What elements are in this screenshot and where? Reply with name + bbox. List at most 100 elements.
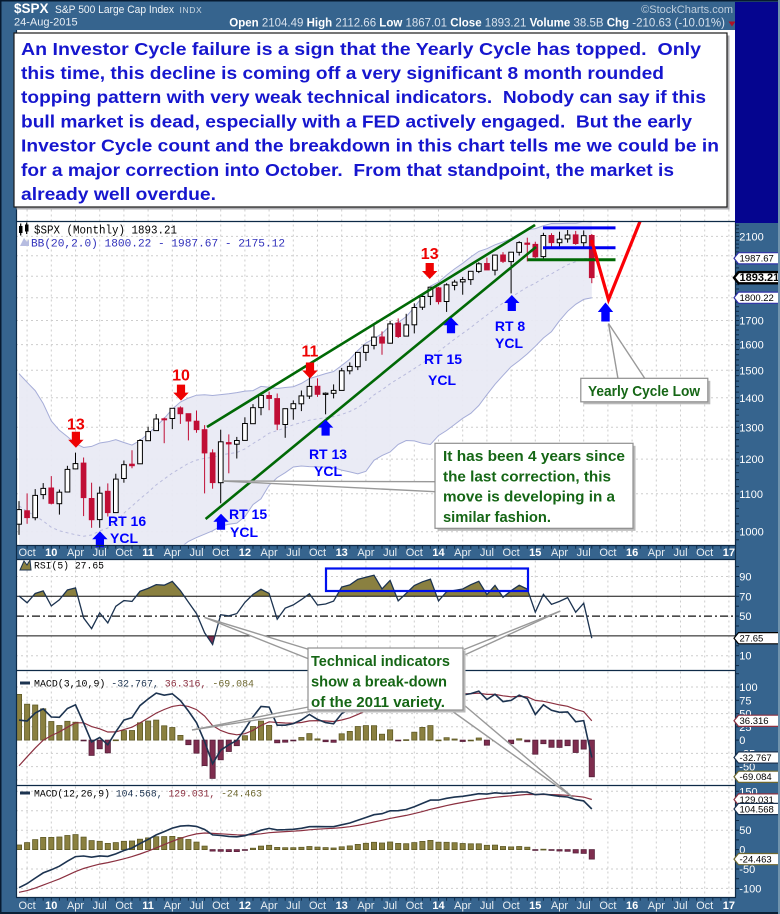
svg-text:0: 0 <box>739 735 745 747</box>
svg-text:11: 11 <box>142 547 154 559</box>
svg-text:13: 13 <box>67 417 85 434</box>
svg-text:17: 17 <box>723 547 735 559</box>
svg-text:Investor Cycle count and the b: Investor Cycle count and the breakdown i… <box>21 136 719 156</box>
svg-text:Oct: Oct <box>309 547 326 559</box>
svg-text:bull market is dead, especiall: bull market is dead, especially with a F… <box>21 111 692 131</box>
svg-text:0: 0 <box>739 845 745 857</box>
svg-text:1000: 1000 <box>739 527 763 539</box>
svg-text:S&P 500 Large Cap Index: S&P 500 Large Cap Index <box>55 4 174 16</box>
svg-text:Apr: Apr <box>454 900 471 912</box>
svg-text:16: 16 <box>626 900 638 912</box>
svg-text:100: 100 <box>739 682 757 694</box>
svg-text:show a break-down: show a break-down <box>311 674 447 691</box>
svg-text:MACD(3,10,9) -32.767, 36.316,: MACD(3,10,9) -32.767, 36.316, -69.084 <box>34 679 254 691</box>
svg-text:An Investor Cycle failure is a: An Investor Cycle failure is a sign that… <box>21 39 701 59</box>
svg-text:Yearly Cycle Low: Yearly Cycle Low <box>588 383 700 400</box>
svg-text:13: 13 <box>336 547 348 559</box>
svg-text:Oct: Oct <box>19 900 36 912</box>
svg-text:1200: 1200 <box>739 454 763 466</box>
svg-text:Jul: Jul <box>93 547 107 559</box>
svg-text:for a major correction into Oc: for a major correction into October. Fro… <box>21 160 674 180</box>
svg-text:Jul: Jul <box>383 900 397 912</box>
svg-text:Oct: Oct <box>406 547 423 559</box>
svg-text:Oct: Oct <box>115 900 132 912</box>
svg-text:-50: -50 <box>739 762 755 774</box>
svg-text:Technical indicators: Technical indicators <box>311 653 450 670</box>
svg-text:Apr: Apr <box>648 900 665 912</box>
svg-text:1800.22: 1800.22 <box>740 293 774 304</box>
svg-text:already well overdue.: already well overdue. <box>21 184 216 204</box>
svg-text:BB(20,2.0) 1800.22 - 1987.67 -: BB(20,2.0) 1800.22 - 1987.67 - 2175.12 <box>31 239 285 251</box>
svg-text:Oct: Oct <box>696 547 713 559</box>
svg-text:Jul: Jul <box>577 900 591 912</box>
svg-text:1700: 1700 <box>739 316 763 328</box>
svg-text:13: 13 <box>421 246 439 263</box>
svg-text:Jul: Jul <box>673 547 687 559</box>
svg-text:Oct: Oct <box>406 900 423 912</box>
svg-text:-32.767: -32.767 <box>740 753 772 764</box>
svg-text:1893.21: 1893.21 <box>740 272 780 284</box>
svg-text:11: 11 <box>142 900 154 912</box>
svg-text:Oct: Oct <box>503 900 520 912</box>
svg-text:Apr: Apr <box>67 900 84 912</box>
svg-text:15: 15 <box>529 900 541 912</box>
svg-text:1100: 1100 <box>739 489 763 501</box>
svg-text:INDX: INDX <box>180 5 203 15</box>
svg-text:RT 16: RT 16 <box>108 513 146 529</box>
svg-text:Apr: Apr <box>357 900 374 912</box>
svg-text:1987.67: 1987.67 <box>740 254 774 265</box>
svg-text:Oct: Oct <box>19 547 36 559</box>
svg-text:Oct: Oct <box>599 900 616 912</box>
svg-text:24-Aug-2015: 24-Aug-2015 <box>14 17 78 29</box>
svg-text:1500: 1500 <box>739 365 763 377</box>
svg-text:Apr: Apr <box>551 900 568 912</box>
svg-text:Apr: Apr <box>454 547 471 559</box>
svg-text:Apr: Apr <box>551 547 568 559</box>
svg-text:1600: 1600 <box>739 340 763 352</box>
svg-text:10: 10 <box>172 367 190 384</box>
svg-text:2100: 2100 <box>739 231 763 243</box>
svg-text:27.65: 27.65 <box>740 634 764 645</box>
svg-text:Apr: Apr <box>261 547 278 559</box>
svg-text:Jul: Jul <box>577 547 591 559</box>
svg-text:YCL: YCL <box>110 530 138 546</box>
svg-text:Oct: Oct <box>115 547 132 559</box>
svg-text:YCL: YCL <box>230 524 258 540</box>
svg-text:10: 10 <box>45 547 57 559</box>
svg-text:50: 50 <box>739 611 751 623</box>
svg-text:Oct: Oct <box>696 900 713 912</box>
svg-text:RSI(5) 27.65: RSI(5) 27.65 <box>34 561 104 573</box>
svg-text:Jul: Jul <box>480 900 494 912</box>
svg-text:Jul: Jul <box>189 900 203 912</box>
svg-text:Oct: Oct <box>503 547 520 559</box>
svg-text:YCL: YCL <box>495 335 523 351</box>
svg-text:$SPX (Monthly) 1893.21: $SPX (Monthly) 1893.21 <box>34 225 177 238</box>
svg-text:Jul: Jul <box>383 547 397 559</box>
svg-text:Apr: Apr <box>164 900 181 912</box>
svg-text:10: 10 <box>739 651 751 663</box>
svg-text:YCL: YCL <box>314 463 342 479</box>
svg-text:Jul: Jul <box>286 900 300 912</box>
svg-text:14: 14 <box>432 547 445 559</box>
svg-text:Jul: Jul <box>286 547 300 559</box>
svg-text:50: 50 <box>739 825 751 837</box>
svg-text:of the 2011 variety.: of the 2011 variety. <box>311 694 445 711</box>
svg-text:Jul: Jul <box>93 900 107 912</box>
svg-text:RT 13: RT 13 <box>309 446 347 462</box>
svg-text:$SPX: $SPX <box>14 1 49 16</box>
svg-text:move is developing in a: move is developing in a <box>443 489 616 506</box>
svg-text:the last correction, this: the last correction, this <box>443 468 611 485</box>
svg-text:similar fashion.: similar fashion. <box>443 509 551 526</box>
svg-text:16: 16 <box>626 547 638 559</box>
svg-text:Apr: Apr <box>67 547 84 559</box>
svg-text:15: 15 <box>529 547 541 559</box>
svg-text:It has been 4 years since: It has been 4 years since <box>443 448 625 465</box>
svg-text:17: 17 <box>723 900 735 912</box>
svg-text:Apr: Apr <box>164 547 181 559</box>
svg-text:Apr: Apr <box>357 547 374 559</box>
svg-text:1300: 1300 <box>739 422 763 434</box>
svg-text:104.568: 104.568 <box>740 804 774 815</box>
svg-text:-100: -100 <box>739 883 761 895</box>
svg-text:36.316: 36.316 <box>740 716 769 727</box>
svg-text:13: 13 <box>336 900 348 912</box>
